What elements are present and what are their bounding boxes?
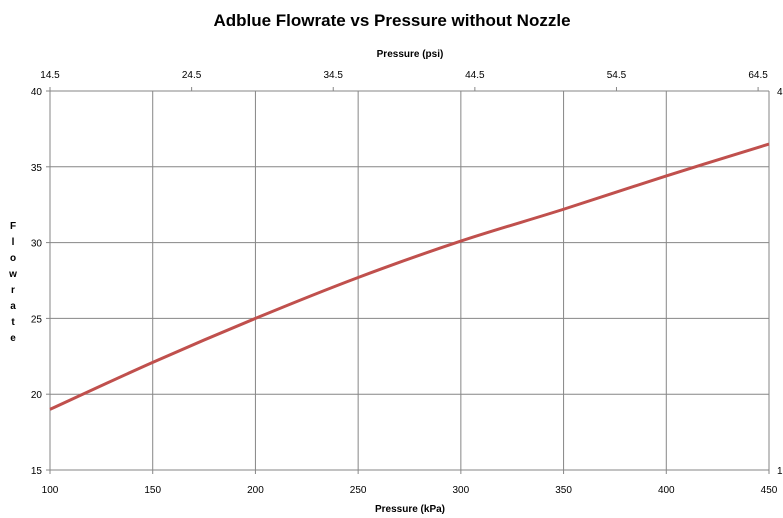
x-tick-label: 150: [144, 485, 161, 496]
x2-tick-label: 34.5: [324, 70, 344, 81]
x-axis-title: Pressure (kPa): [375, 504, 445, 515]
x-tick-label: 300: [453, 485, 470, 496]
x2-axis-title: Pressure (psi): [377, 49, 444, 60]
x-tick-label: 100: [42, 485, 59, 496]
x-tick-label: 450: [761, 485, 778, 496]
axes: [46, 87, 770, 474]
x2-tick-label: 24.5: [182, 70, 202, 81]
x2-tick-label: 14.5: [40, 70, 60, 81]
x2-tick-label: 64.5: [748, 70, 768, 81]
y-tick-label: 35: [31, 163, 43, 174]
grid: [49, 90, 770, 471]
x-tick-label: 200: [247, 485, 264, 496]
labels: 100 150 200 250 300 350 400 450 15 20 25 30 35 40 14.5…: [8, 11, 783, 515]
y-tick-label: 20: [31, 390, 43, 401]
y-tick-label: 15: [31, 466, 43, 477]
series-line: [49, 142, 770, 411]
y2-tick-label: 4: [777, 87, 783, 98]
chart-title: Adblue Flowrate vs Pressure without Nozz…: [213, 11, 570, 30]
x2-tick-label: 54.5: [607, 70, 627, 81]
x-tick-label: 350: [555, 485, 572, 496]
y2-tick-label: 1: [777, 466, 783, 477]
y-tick-label: 25: [31, 314, 43, 325]
x-tick-label: 400: [658, 485, 675, 496]
y-tick-label: 30: [31, 239, 43, 250]
series-layer: [49, 142, 770, 411]
y-tick-label: 40: [31, 87, 43, 98]
x-tick-label: 250: [350, 485, 367, 496]
x2-tick-label: 44.5: [465, 70, 485, 81]
